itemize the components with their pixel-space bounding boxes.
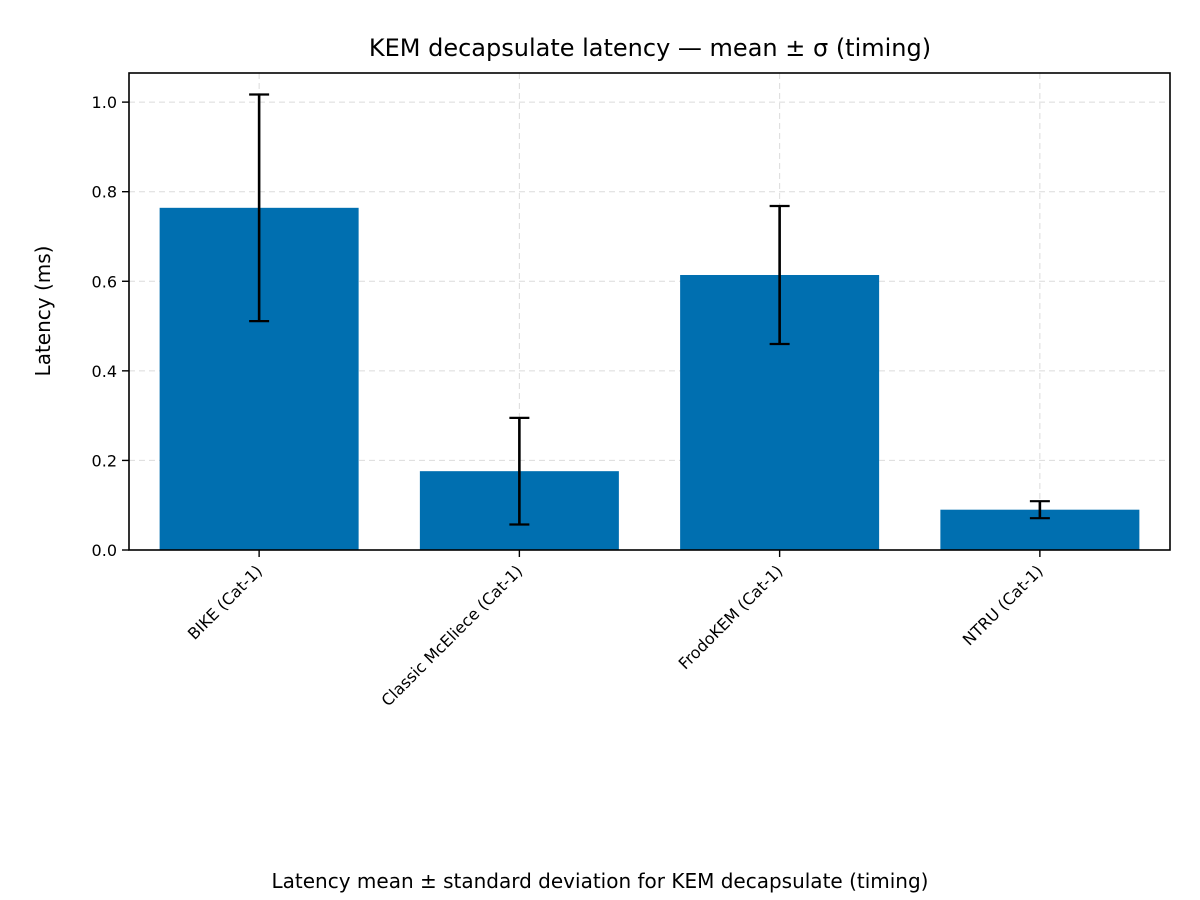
y-tick-label: 0.2	[92, 451, 117, 470]
bars-layer	[160, 208, 1140, 550]
chart-caption: Latency mean ± standard deviation for KE…	[272, 869, 929, 893]
y-axis-label: Latency (ms)	[31, 246, 55, 377]
y-tick-label: 1.0	[92, 93, 117, 112]
x-tick-label: NTRU (Cat-1)	[959, 561, 1047, 649]
chart-title: KEM decapsulate latency — mean ± σ (timi…	[369, 34, 931, 62]
y-tick-label: 0.4	[92, 362, 117, 381]
y-tick-label: 0.6	[92, 272, 117, 291]
y-axis-ticks: 0.0 0.2 0.4 0.6 0.8 1.0	[92, 93, 129, 560]
y-tick-label: 0.0	[92, 541, 117, 560]
x-tick-label: BIKE (Cat-1)	[184, 561, 266, 643]
x-axis-ticks: BIKE (Cat-1) Classic McEliece (Cat-1) Frod…	[184, 550, 1047, 710]
x-tick-label: Classic McEliece (Cat-1)	[378, 561, 527, 710]
x-tick-label: FrodoKEM (Cat-1)	[675, 561, 787, 673]
y-tick-label: 0.8	[92, 183, 117, 202]
